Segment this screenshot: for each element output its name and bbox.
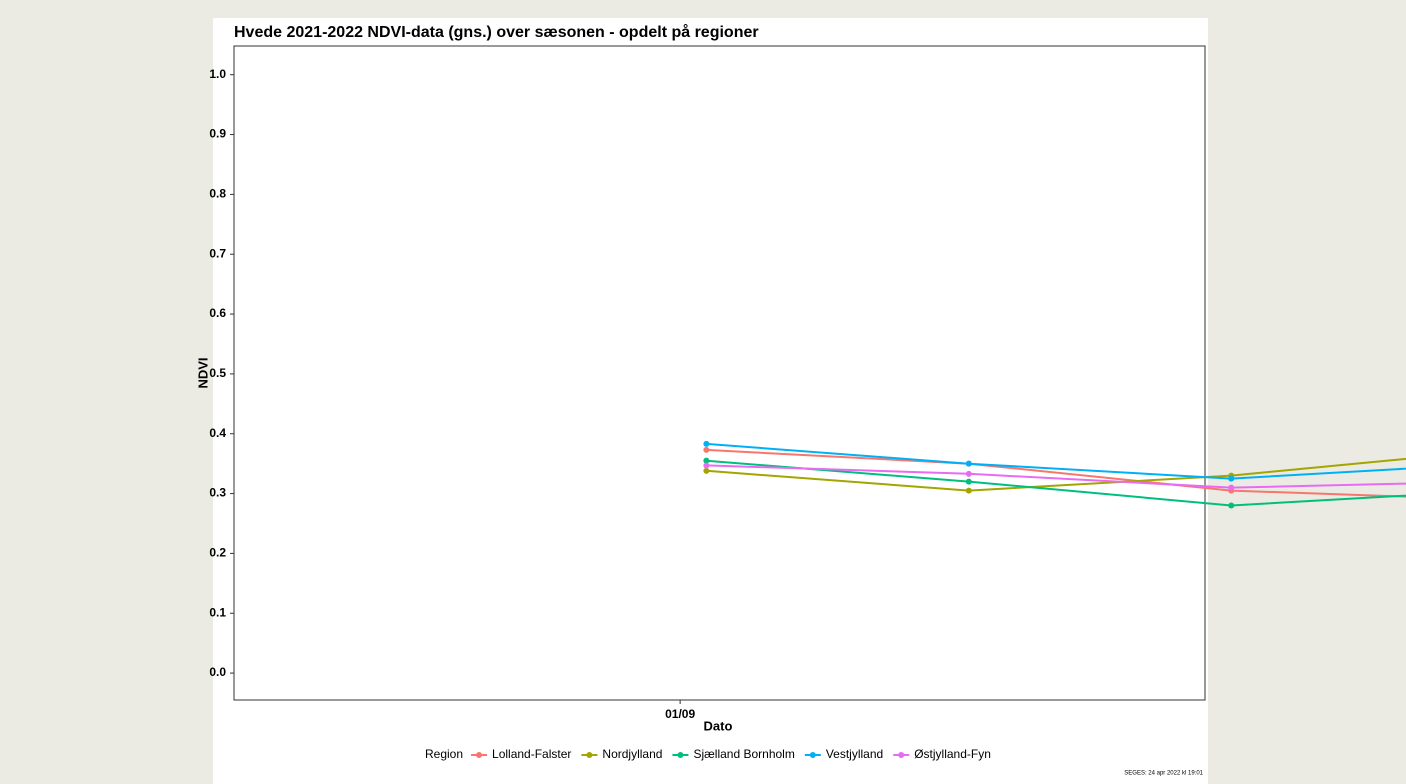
y-tick-label: 0.8: [209, 187, 226, 201]
data-point: [965, 478, 972, 485]
data-point: [703, 440, 710, 447]
legend-key-dot: [677, 752, 684, 758]
legend-key-dot: [476, 752, 483, 758]
data-point: [965, 470, 972, 477]
legend-label: Sjælland Bornholm: [693, 747, 794, 761]
legend-key-dot: [809, 752, 816, 758]
y-tick-label: 0.2: [209, 546, 226, 560]
chart-panel: [213, 18, 1208, 784]
y-tick-label: 0.3: [209, 486, 226, 500]
y-tick-label: 0.6: [209, 306, 226, 320]
data-point: [703, 462, 710, 469]
chart-title: Hvede 2021-2022 NDVI-data (gns.) over sæ…: [234, 23, 759, 41]
plot-border: [233, 45, 1206, 701]
data-point: [1228, 484, 1235, 491]
y-tick-label: 0.1: [209, 605, 226, 619]
data-point: [965, 487, 972, 494]
data-point: [703, 457, 710, 464]
y-axis-label: NDVI: [195, 357, 210, 388]
x-axis-label: Dato: [704, 718, 733, 733]
data-point: [703, 467, 710, 474]
y-tick-label: 0.0: [209, 665, 226, 679]
data-point: [703, 446, 710, 453]
y-tick-label: 0.9: [209, 127, 226, 141]
y-tick-label: 0.5: [209, 366, 226, 380]
data-point: [1228, 475, 1235, 482]
legend-label: Østjylland-Fyn: [914, 747, 991, 761]
legend-label: Vestjylland: [826, 747, 883, 761]
x-tick-label: 01/09: [665, 707, 695, 721]
legend-label: Nordjylland: [602, 747, 662, 761]
data-point: [965, 460, 972, 467]
data-point: [1228, 502, 1235, 509]
y-tick-label: 1.0: [209, 67, 226, 81]
y-tick-label: 0.4: [209, 426, 226, 440]
legend-key-dot: [586, 752, 593, 758]
legend-title: Region: [425, 747, 463, 761]
footer: SEGES: 24 apr 2022 kl 19:01: [1124, 771, 1203, 777]
legend-key-dot: [898, 752, 905, 758]
legend-label: Lolland-Falster: [492, 747, 571, 761]
y-tick-label: 0.7: [209, 246, 226, 260]
